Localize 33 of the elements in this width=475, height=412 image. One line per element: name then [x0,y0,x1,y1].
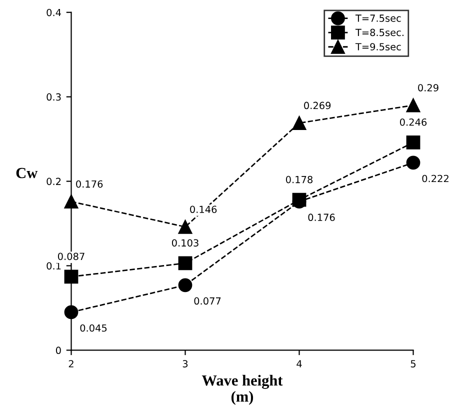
data-label: 0.222 [422,174,448,182]
data-label: 0.178 [286,176,312,184]
data-label: 0.269 [304,102,331,110]
data-label: 0.176 [308,214,335,222]
point [406,98,420,112]
x-tick-label: 5 [410,360,416,368]
data-label: 0.246 [400,118,427,126]
y-tick-label: 0.3 [46,93,61,101]
point [406,156,420,170]
y-tick-label: 0 [56,346,61,354]
y-axis-title: Cw [16,168,38,178]
x-tick-label: 2 [68,360,74,368]
y-tick-label: 0.1 [46,262,61,270]
legend-label: T=8.5sec. [355,28,404,36]
point [406,135,420,150]
data-label: 0.103 [172,239,198,247]
x-tick-label: 3 [182,360,188,368]
x-axis-title: Wave height (m) [202,374,283,405]
legend-label: T=9.5sec [355,43,401,50]
data-label: 0.077 [194,297,221,305]
y-tick-label: 0.4 [46,8,61,16]
x-tick-label: 4 [296,360,302,368]
point [178,278,192,292]
data-label: 0.29 [418,84,438,92]
y-tick-label: 0.2 [46,178,61,186]
data-label: 0.087 [58,252,84,260]
point [292,116,306,130]
point [178,256,192,270]
data-label: 0.176 [76,180,103,188]
data-label: 0.045 [80,324,107,332]
legend-label: T=7.5sec [355,14,401,22]
data-label: 0.146 [190,206,217,214]
point [178,220,192,234]
